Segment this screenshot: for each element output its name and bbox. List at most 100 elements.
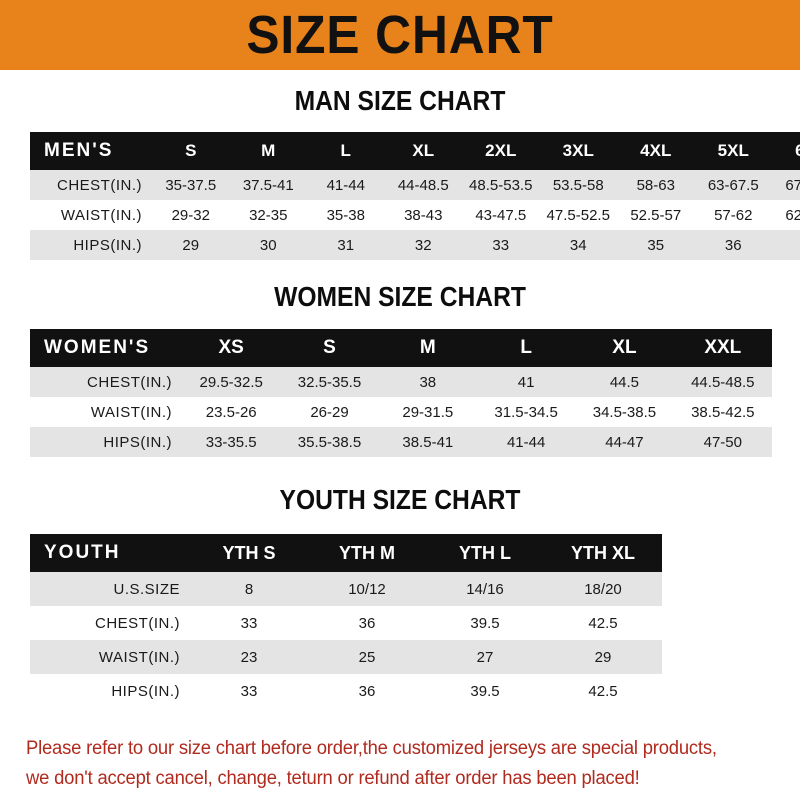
table-header-row: WOMEN'S XS S M L XL XXL: [30, 329, 772, 367]
row-label: U.S.SIZE: [30, 572, 190, 606]
man-table-body: CHEST(IN.) 35-37.5 37.5-41 41-44 44-48.5…: [30, 170, 800, 260]
row-label: HIPS(IN.): [73, 236, 142, 254]
banner-title: SIZE CHART: [246, 5, 554, 65]
women-column-header: XXL: [704, 337, 742, 358]
table-cell: 27: [426, 640, 544, 674]
man-column-header: M: [261, 141, 276, 160]
table-header-row: YOUTH YTH S YTH M YTH L YTH XL: [30, 534, 772, 572]
order-policy-note: Please refer to our size chart before or…: [26, 734, 752, 794]
table-cell: 34.5-38.5: [592, 403, 657, 421]
table-cell: 32.5-35.5: [297, 373, 362, 391]
row-label: CHEST(IN.): [87, 373, 173, 391]
table-cell: 62-66.5: [785, 206, 800, 224]
table-cell: 42.5: [544, 606, 662, 640]
table-row: WAIST(IN.) 23.5-26 26-29 29-31.5 31.5-34…: [30, 397, 772, 427]
table-cell: 32-35: [249, 206, 288, 224]
man-column-header: S: [185, 141, 197, 160]
page-banner: SIZE CHART: [0, 0, 800, 70]
man-column-header: XL: [412, 141, 435, 160]
youth-column-header: YTH XL: [544, 534, 662, 572]
table-cell: 41: [517, 373, 535, 391]
table-header-row: MEN'S S M L XL 2XL 3XL 4XL 5XL 6XL: [30, 132, 800, 170]
table-cell: 38.5-42.5: [691, 403, 755, 421]
table-cell: 33: [190, 674, 308, 708]
man-column-header: 4XL: [640, 141, 672, 160]
table-row: WAIST(IN.) 23 25 27 29: [30, 640, 772, 674]
section-women: WOMEN SIZE CHART WOMEN'S XS S M L XL XXL: [0, 282, 800, 457]
table-cell: 31: [337, 236, 355, 254]
section-title-women: WOMEN SIZE CHART: [274, 281, 526, 312]
table-cell: 41-44: [506, 433, 546, 451]
table-cell: 33-35.5: [205, 433, 257, 451]
row-label: WAIST(IN.): [60, 206, 142, 224]
table-cell: 44-47: [605, 433, 644, 451]
table-cell: 30: [259, 236, 277, 254]
note-line-2: we don't accept cancel, change, teturn o…: [26, 768, 640, 789]
youth-row-spacer: [662, 640, 772, 674]
youth-column-header: YTH L: [426, 534, 544, 572]
man-column-header: 2XL: [485, 141, 517, 160]
youth-row-spacer: [662, 674, 772, 708]
table-cell: 38.5-41: [402, 433, 454, 451]
women-column-header: M: [419, 337, 436, 358]
women-column-header: XS: [218, 337, 244, 358]
youth-table-head: YOUTH YTH S YTH M YTH L YTH XL: [30, 534, 772, 572]
row-label: HIPS(IN.): [30, 674, 190, 708]
table-cell: 29: [182, 236, 200, 254]
youth-row-spacer: [662, 606, 772, 640]
table-cell: 36: [724, 236, 742, 254]
table-cell: 44.5: [609, 373, 640, 391]
section-man: MAN SIZE CHART MEN'S S M L XL 2XL 3XL 4X…: [0, 86, 800, 260]
women-table-body: CHEST(IN.) 29.5-32.5 32.5-35.5 38 41 44.…: [30, 367, 772, 457]
youth-column-header: YTH S: [190, 534, 308, 572]
table-cell: 47-50: [703, 433, 742, 451]
table-cell: 33: [492, 236, 510, 254]
section-title-man: MAN SIZE CHART: [294, 85, 506, 116]
youth-column-header: YTH M: [308, 534, 426, 572]
table-cell: 10/12: [308, 572, 426, 606]
women-table-head: WOMEN'S XS S M L XL XXL: [30, 329, 772, 367]
row-label: CHEST(IN.): [57, 176, 142, 194]
youth-row-spacer: [662, 572, 772, 606]
table-cell: 25: [308, 640, 426, 674]
man-table-head: MEN'S S M L XL 2XL 3XL 4XL 5XL 6XL: [30, 132, 800, 170]
women-size-table: WOMEN'S XS S M L XL XXL CHEST(IN.) 29.5-…: [30, 329, 772, 457]
table-cell: 53.5-58: [552, 176, 604, 194]
youth-size-table: YOUTH YTH S YTH M YTH L YTH XL U.S.SIZE …: [30, 534, 772, 708]
table-cell: 29: [544, 640, 662, 674]
table-cell: 67.5-72: [785, 176, 800, 194]
table-cell: 57-62: [714, 206, 753, 224]
youth-header-spacer: [662, 534, 772, 572]
table-cell: 29-31.5: [402, 403, 454, 421]
table-cell: 14/16: [426, 572, 544, 606]
table-cell: 48.5-53.5: [469, 176, 533, 194]
man-column-header: 3XL: [562, 141, 594, 160]
table-cell: 63-67.5: [707, 176, 759, 194]
man-column-header: L: [340, 141, 351, 160]
table-cell: 36: [308, 674, 426, 708]
women-column-header: S: [323, 337, 336, 358]
table-cell: 23: [190, 640, 308, 674]
table-cell: 29.5-32.5: [199, 373, 263, 391]
table-row: HIPS(IN.) 33 36 39.5 42.5: [30, 674, 772, 708]
table-cell: 43-47.5: [475, 206, 527, 224]
table-cell: 33: [190, 606, 308, 640]
table-cell: 39.5: [426, 606, 544, 640]
table-cell: 35.5-38.5: [297, 433, 362, 451]
table-cell: 35: [647, 236, 665, 254]
table-cell: 32: [414, 236, 432, 254]
table-cell: 26-29: [310, 403, 349, 421]
women-column-header: XL: [612, 337, 637, 358]
table-cell: 35-38: [326, 206, 365, 224]
table-cell: 37: [772, 230, 800, 260]
table-row: CHEST(IN.) 33 36 39.5 42.5: [30, 606, 772, 640]
youth-header-label: YOUTH: [30, 534, 190, 572]
man-size-table: MEN'S S M L XL 2XL 3XL 4XL 5XL 6XL CHEST…: [30, 132, 800, 260]
table-cell: 44.5-48.5: [691, 373, 755, 391]
man-column-header: 5XL: [717, 141, 749, 160]
table-row: HIPS(IN.) 33-35.5 35.5-38.5 38.5-41 41-4…: [30, 427, 772, 457]
table-cell: 35-37.5: [165, 176, 217, 194]
table-cell: 8: [190, 572, 308, 606]
table-cell: 39.5: [426, 674, 544, 708]
